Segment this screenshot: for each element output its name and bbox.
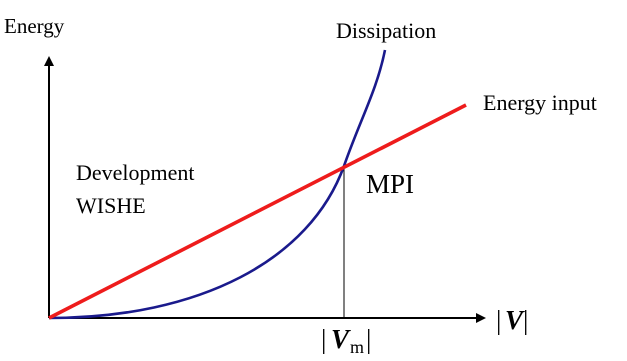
vm-bar-left: | [321,324,326,354]
dissipation-label: Dissipation [336,18,436,43]
energy-input-label: Energy input [483,90,597,115]
vm-tick-label: | V m | [321,324,371,357]
x-axis-symbol: V [505,305,525,335]
x-axis-label: | V | [496,305,528,335]
development-label: Development [76,160,195,185]
vm-subscript: m [350,337,364,356]
wishe-label: WISHE [76,193,146,218]
energy-input-line [48,103,467,320]
x-axis-bar-right: | [523,305,528,335]
vm-symbol: V [331,324,351,354]
vm-bar-right: | [366,324,371,354]
x-axis-bar-left: | [496,305,501,335]
dissipation-curve [48,49,387,320]
y-axis-label: Energy [4,14,65,38]
mpi-label: MPI [366,169,414,199]
